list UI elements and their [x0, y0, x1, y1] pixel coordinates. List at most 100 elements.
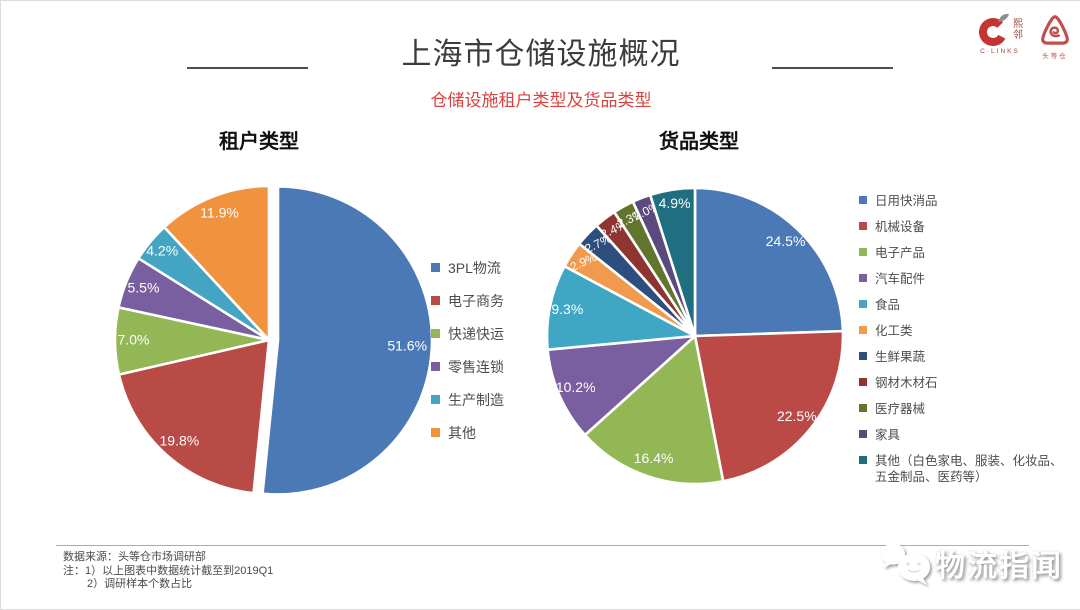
pie-slice-label-2: 7.0%	[118, 332, 150, 348]
legend-item: 零售连锁	[431, 358, 606, 377]
legend-marker-icon	[859, 456, 867, 464]
legend-label: 食品	[875, 298, 901, 312]
clinks-cn-2: 邻	[1013, 30, 1023, 41]
chart-title-goods: 货品类型	[659, 131, 739, 153]
legend-marker-icon	[859, 274, 867, 282]
legend-item: 化工类	[859, 323, 1067, 339]
pie-slice-1	[693, 329, 845, 483]
legend-marker-icon	[431, 296, 440, 305]
wechat-bubbles-icon	[881, 543, 930, 585]
legend-marker-icon	[859, 352, 867, 360]
pie-slice-label-2: 16.4%	[634, 450, 674, 466]
pie-slice-4	[545, 264, 697, 351]
legend-marker-icon	[431, 263, 440, 272]
legend-label: 钢材木材石	[875, 376, 938, 390]
legend-item: 其他（白色家电、服装、化妆品、五金制品、医药等）	[859, 453, 1067, 485]
footer-note-2: 2）调研样本个数占比	[87, 578, 193, 590]
legend-label: 电子产品	[875, 246, 926, 260]
legend-label: 汽车配件	[875, 272, 926, 286]
page-subtitle: 仓储设施租户类型及货品类型	[430, 91, 652, 110]
legend-marker-icon	[859, 300, 867, 308]
watermark: 物流指闻	[877, 537, 1063, 589]
pie-slice-label-3: 5.5%	[128, 280, 160, 296]
pie-slice-label-5: 11.9%	[200, 205, 239, 221]
legend-item: 电子产品	[859, 245, 1067, 261]
legend-item: 汽车配件	[859, 271, 1067, 287]
legend-item: 电子商务	[431, 292, 606, 311]
legend-label: 其他（白色家电、服装、化妆品、五金制品、医药等）	[875, 454, 1063, 484]
clinks-logo-text: C·LINKS	[980, 48, 1020, 55]
toudengcang-logo: 头等仓	[1034, 13, 1076, 60]
legend-item: 钢材木材石	[859, 375, 1067, 391]
clinks-cn-1: 熙	[1013, 19, 1023, 30]
footer-notes: 数据来源：头等仓市场调研部 注：1）以上图表中数据统计截至到2019Q1 2）调…	[63, 551, 273, 592]
footer-note-1: 注：1）以上图表中数据统计截至到2019Q1	[63, 564, 274, 577]
legend-tenant: 3PL物流电子商务快递快运零售连锁生产制造其他	[431, 259, 606, 457]
legend-label: 日用快消品	[875, 194, 938, 208]
legend-label: 生鲜果蔬	[875, 350, 926, 364]
pie-slice-5	[162, 184, 271, 342]
toudengcang-logo-text: 头等仓	[1042, 53, 1068, 60]
legend-marker-icon	[859, 326, 867, 334]
title-dash-left	[187, 67, 308, 69]
page-title: 上海市仓储设施概况	[401, 38, 681, 71]
goods-pie-chart: 24.5%22.5%16.4%10.2%9.3%2.9%2.7%2.4%2.3%…	[545, 186, 845, 486]
legend-label: 电子商务	[448, 293, 504, 309]
legend-marker-icon	[859, 248, 867, 256]
pie-slice-2	[583, 334, 725, 486]
legend-item: 生产制造	[431, 391, 606, 410]
chart-title-tenant: 租户类型	[219, 131, 299, 153]
legend-label: 化工类	[875, 324, 913, 338]
watermark-text: 物流指闻	[935, 550, 1063, 583]
legend-label: 机械设备	[875, 220, 926, 234]
legend-item: 快递快运	[431, 325, 606, 344]
legend-item: 食品	[859, 297, 1067, 313]
pie-slice-0	[261, 185, 434, 496]
legend-label: 零售连锁	[448, 359, 504, 375]
legend-marker-icon	[859, 430, 867, 438]
legend-marker-icon	[431, 329, 440, 338]
legend-item: 生鲜果蔬	[859, 349, 1067, 365]
clinks-logo-icon	[979, 13, 1009, 46]
legend-item: 机械设备	[859, 219, 1067, 235]
pie-slice-0	[693, 186, 845, 338]
legend-marker-icon	[859, 378, 867, 386]
clinks-logo: 熙 邻 C·LINKS	[973, 13, 1027, 55]
footer-divider	[56, 545, 1029, 546]
legend-marker-icon	[431, 428, 440, 437]
pie-slice-label-3: 10.2%	[556, 379, 596, 395]
legend-item: 医疗器械	[859, 401, 1067, 417]
footer-source: 数据来源：头等仓市场调研部	[63, 551, 206, 563]
legend-label: 快递快运	[448, 326, 504, 342]
legend-marker-icon	[431, 395, 440, 404]
tenant-pie-chart: 51.6% 19.8% 7.0% 5.5% 4.2% 11.9%	[113, 184, 434, 496]
legend-marker-icon	[859, 196, 867, 204]
legend-marker-icon	[859, 222, 867, 230]
pie-slice-3	[546, 334, 697, 437]
legend-label: 家具	[875, 428, 901, 442]
pie-slice-label-10: 4.9%	[659, 195, 691, 211]
legend-label: 3PL物流	[448, 260, 501, 276]
legend-label: 生产制造	[448, 392, 504, 408]
title-dash-right	[772, 67, 893, 69]
pie-slice-label-1: 19.8%	[160, 432, 200, 448]
legend-label: 医疗器械	[875, 402, 926, 416]
legend-label: 其他	[448, 425, 476, 441]
legend-marker-icon	[431, 362, 440, 371]
leaf-icon	[998, 13, 1009, 22]
toudengcang-logo-icon	[1041, 15, 1069, 45]
legend-item: 家具	[859, 427, 1067, 443]
pie-slice-1	[117, 338, 271, 495]
legend-goods: 日用快消品机械设备电子产品汽车配件食品化工类生鲜果蔬钢材木材石医疗器械家具其他（…	[859, 193, 1067, 495]
pie-slice-label-0: 51.6%	[387, 338, 427, 354]
pie-slice-label-0: 24.5%	[766, 233, 806, 249]
pie-slice-label-4: 9.3%	[551, 301, 583, 317]
legend-item: 日用快消品	[859, 193, 1067, 209]
pie-slice-10	[648, 186, 697, 338]
legend-marker-icon	[859, 404, 867, 412]
legend-item: 3PL物流	[431, 259, 606, 278]
legend-item: 其他	[431, 424, 606, 443]
pie-slice-label-1: 22.5%	[777, 408, 817, 424]
pie-slice-label-4: 4.2%	[146, 242, 178, 258]
